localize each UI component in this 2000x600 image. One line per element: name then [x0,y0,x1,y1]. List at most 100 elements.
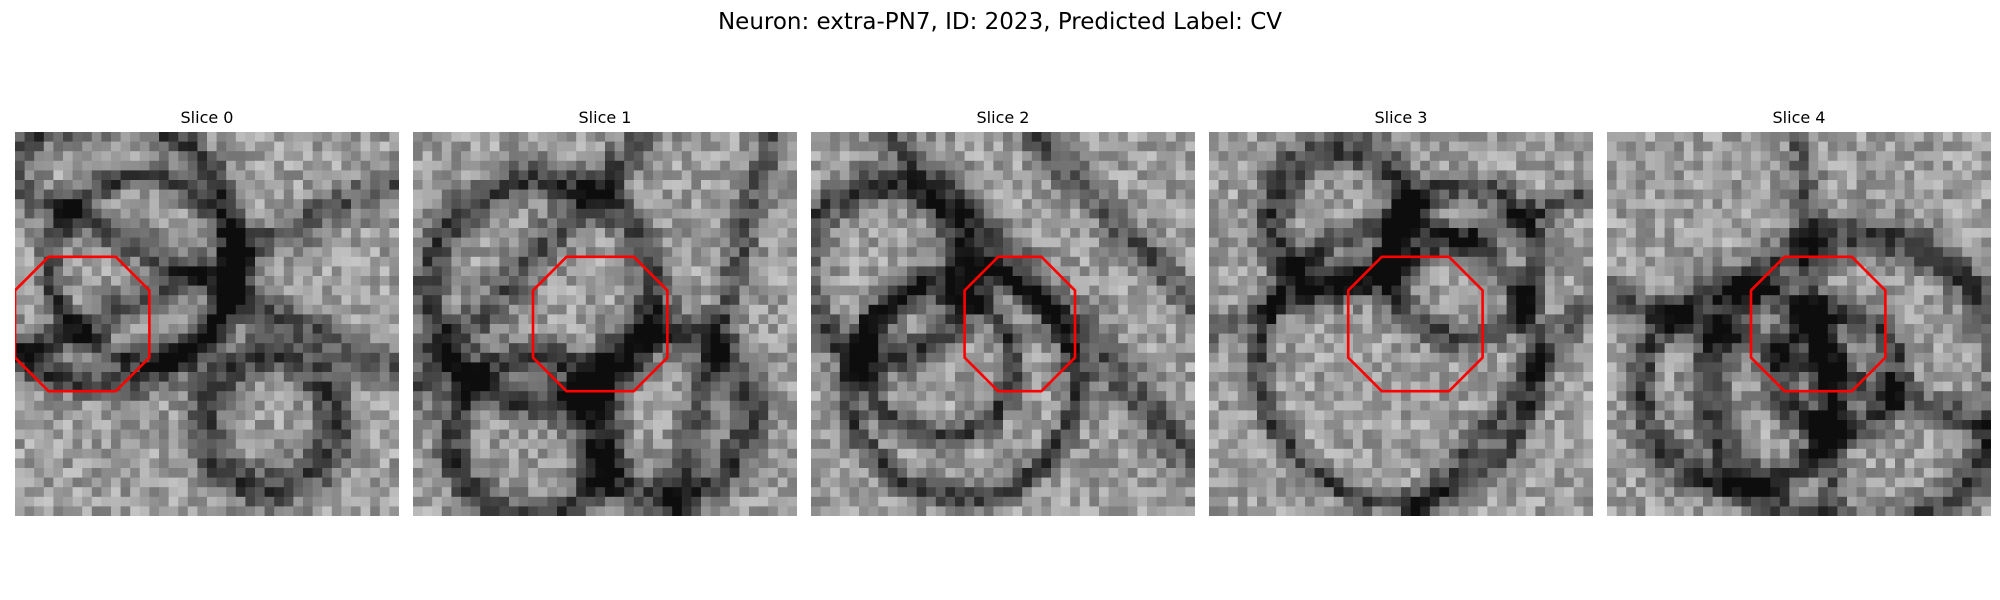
image-pixel [887,160,898,171]
image-pixel [787,247,797,258]
image-pixel [1012,458,1023,469]
image-pixel [935,199,946,210]
image-pixel [897,228,908,239]
image-pixel [1175,372,1186,383]
image-pixel [859,141,870,152]
image-pixel [1003,333,1014,344]
image-pixel [633,228,644,239]
image-pixel [283,496,294,507]
image-pixel [1031,448,1042,459]
image-pixel [331,228,342,239]
image-pixel [34,506,45,516]
image-pixel [907,276,918,287]
image-pixel [159,314,170,325]
image-pixel [585,343,596,354]
image-pixel [945,266,956,277]
image-pixel [1051,410,1062,421]
image-pixel [518,228,529,239]
image-pixel [413,324,424,335]
image-pixel [432,266,443,277]
image-pixel [624,362,635,373]
image-pixel [1127,228,1138,239]
image-pixel [255,256,266,267]
image-pixel [1185,132,1195,143]
image-pixel [811,448,822,459]
image-pixel [111,228,122,239]
image-pixel [274,506,285,516]
image-pixel [24,295,35,306]
image-pixel [729,487,740,498]
image-pixel [729,160,740,171]
image-pixel [897,170,908,181]
image-pixel [974,324,985,335]
slice-title-2: Slice 2 [976,108,1030,127]
image-pixel [451,343,462,354]
image-pixel [293,362,304,373]
image-pixel [111,170,122,181]
image-pixel [499,381,510,392]
image-pixel [614,160,625,171]
image-pixel [605,420,616,431]
image-pixel [149,295,160,306]
image-pixel [720,362,731,373]
image-pixel [312,218,323,229]
image-pixel [605,237,616,248]
image-pixel [341,228,352,239]
image-pixel [72,266,83,277]
image-pixel [945,295,956,306]
image-pixel [293,506,304,516]
image-pixel [1147,160,1158,171]
image-pixel [480,429,491,440]
image-pixel [557,266,568,277]
image-pixel [916,448,927,459]
image-pixel [518,487,529,498]
image-pixel [916,458,927,469]
image-pixel [1381,170,1392,181]
image-pixel [1079,304,1090,315]
image-pixel [370,477,381,488]
image-pixel [576,247,587,258]
image-pixel [197,314,208,325]
image-pixel [1022,170,1033,181]
image-pixel [518,285,529,296]
image-pixel [15,304,26,315]
image-pixel [187,352,198,363]
slice-panel-0: Slice 0 [15,108,399,516]
image-pixel [672,141,683,152]
image-pixel [528,487,539,498]
image-pixel [749,304,760,315]
image-pixel [701,429,712,440]
image-pixel [849,477,860,488]
image-pixel [749,141,760,152]
image-pixel [322,400,333,411]
image-pixel [787,218,797,229]
image-pixel [360,314,371,325]
image-pixel [1118,487,1129,498]
image-pixel [1022,468,1033,479]
image-pixel [1031,420,1042,431]
image-pixel [758,266,769,277]
image-pixel [1099,362,1110,373]
image-pixel [331,362,342,373]
image-pixel [1118,132,1129,143]
image-pixel [1012,208,1023,219]
image-pixel [1022,420,1033,431]
image-pixel [1031,199,1042,210]
image-pixel [226,170,237,181]
image-pixel [312,448,323,459]
image-pixel [341,237,352,248]
image-pixel [993,391,1004,402]
image-pixel [633,324,644,335]
image-pixel [422,362,433,373]
image-pixel [993,333,1004,344]
image-pixel [868,180,879,191]
image-pixel [370,276,381,287]
image-pixel [1118,218,1129,229]
image-pixel [461,506,472,516]
image-pixel [653,352,664,363]
image-pixel [111,468,122,479]
image-pixel [53,132,64,143]
image-pixel [101,352,112,363]
image-pixel [811,439,822,450]
image-pixel [839,170,850,181]
